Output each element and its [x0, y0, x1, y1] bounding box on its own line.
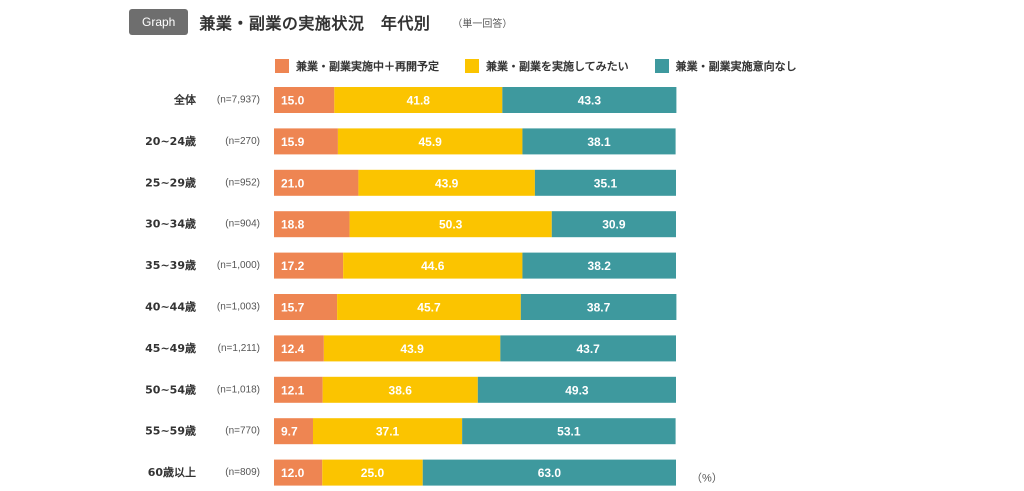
bar-segment-current: [274, 128, 338, 155]
unit-label: （%）: [691, 472, 723, 485]
legend-swatch-want: [465, 59, 479, 73]
legend-label-none: 兼業・副業実施意向なし: [675, 60, 797, 73]
bar-segment-none: [502, 87, 677, 113]
data-label-current: 9.7: [281, 425, 298, 439]
legend-swatch-none: [654, 59, 669, 73]
legend: 兼業・副業実施中＋再開予定 兼業・副業を実施してみたい 兼業・副業実施意向なし: [275, 58, 823, 74]
bar-segment-want: [337, 128, 523, 155]
data-label-none: 35.1: [594, 176, 618, 190]
data-label-current: 21.0: [281, 176, 305, 190]
data-label-want: 37.1: [376, 425, 400, 439]
bar-segment-want: [343, 252, 523, 279]
bar-segment-want: [322, 376, 478, 403]
data-label-current: 18.8: [281, 218, 305, 232]
data-label-none: 30.9: [602, 218, 626, 232]
data-label-want: 50.3: [439, 218, 463, 232]
bar-segment-none: [522, 128, 676, 155]
chart-title: 兼業・副業の実施状況 年代別: [199, 14, 431, 33]
bar-segment-none: [462, 418, 676, 445]
data-label-current: 12.0: [281, 466, 305, 480]
legend-swatch-current: [275, 59, 289, 73]
bar-segment-none: [534, 169, 676, 196]
data-label-current: 12.4: [281, 342, 305, 356]
data-label-none: 49.3: [565, 383, 589, 397]
legend-item-current: 兼業・副業実施中＋再開予定: [275, 58, 439, 74]
category-label: 20~24歳: [145, 134, 196, 148]
category-label: 60歳以上: [148, 465, 196, 479]
bar-segment-none: [500, 335, 676, 362]
sample-size-label: (n=7,937): [217, 95, 260, 106]
legend-label-want: 兼業・副業を実施してみたい: [486, 60, 629, 73]
category-label: 40~44歳: [145, 300, 196, 314]
data-label-want: 43.9: [435, 176, 459, 190]
data-label-none: 38.2: [588, 259, 612, 273]
bar-segment-none: [522, 252, 676, 279]
data-label-none: 43.3: [578, 94, 602, 108]
bar-segment-current: [274, 169, 359, 196]
bar-segment-want: [337, 294, 521, 320]
data-label-want: 45.7: [417, 301, 441, 315]
legend-item-want: 兼業・副業を実施してみたい: [465, 58, 629, 74]
data-label-current: 15.7: [281, 301, 305, 315]
data-label-want: 45.9: [418, 135, 442, 149]
sample-size-label: (n=809): [225, 467, 260, 478]
sample-size-label: (n=904): [225, 219, 260, 230]
bar-segment-current: [274, 335, 324, 362]
bar-segment-want: [322, 459, 423, 486]
data-label-want: 38.6: [389, 383, 413, 397]
legend-item-none: 兼業・副業実施意向なし: [654, 58, 797, 74]
data-label-want: 25.0: [361, 466, 385, 480]
category-label: 全体: [173, 93, 197, 107]
sample-size-label: (n=1,003): [217, 302, 260, 313]
data-label-current: 12.1: [281, 383, 305, 397]
bar-segment-want: [312, 418, 463, 445]
chart-header: Graph 兼業・副業の実施状況 年代別 （単一回答）: [129, 8, 512, 36]
category-label: 45~49歳: [145, 341, 196, 355]
sample-size-label: (n=270): [225, 136, 260, 147]
data-label-current: 15.9: [281, 135, 305, 149]
bar-segment-none: [520, 294, 677, 320]
bar-segment-current: [274, 376, 323, 403]
bar-segment-current: [274, 294, 338, 320]
data-label-want: 41.8: [407, 94, 431, 108]
data-label-current: 17.2: [281, 259, 305, 273]
sample-size-label: (n=770): [225, 426, 260, 437]
category-label: 55~59歳: [145, 424, 196, 438]
category-label: 50~54歳: [145, 382, 196, 396]
sample-size-label: (n=1,018): [217, 384, 260, 395]
bar-segment-none: [422, 459, 676, 486]
bar-segment-current: [274, 252, 344, 279]
data-label-none: 38.1: [587, 135, 611, 149]
bar-segment-none: [551, 211, 676, 238]
sample-size-label: (n=1,000): [217, 260, 260, 271]
data-label-none: 43.7: [576, 342, 600, 356]
legend-label-current: 兼業・副業実施中＋再開予定: [296, 60, 439, 73]
bar-segment-want: [358, 169, 535, 196]
bar-segment-want: [349, 211, 552, 238]
bar-segment-none: [477, 376, 676, 403]
data-label-want: 43.9: [400, 342, 424, 356]
category-label: 30~34歳: [145, 217, 196, 231]
bar-segment-current: [274, 418, 313, 445]
data-label-none: 38.7: [587, 301, 611, 315]
data-label-none: 53.1: [557, 425, 581, 439]
bar-segment-want: [323, 335, 501, 362]
category-label: 35~39歳: [145, 258, 196, 272]
graph-badge: Graph: [129, 9, 189, 35]
data-label-current: 15.0: [281, 94, 305, 108]
bar-segment-current: [274, 459, 323, 486]
bar-segment-want: [334, 87, 503, 113]
data-label-none: 63.0: [538, 466, 562, 480]
sample-size-label: (n=952): [225, 177, 260, 188]
bar-segment-current: [274, 87, 335, 113]
chart-subtitle: （単一回答）: [452, 18, 513, 30]
bar-segment-current: [274, 211, 350, 238]
sample-size-label: (n=1,211): [218, 343, 260, 354]
data-label-want: 44.6: [421, 259, 445, 273]
category-label: 25~29歳: [145, 175, 196, 189]
